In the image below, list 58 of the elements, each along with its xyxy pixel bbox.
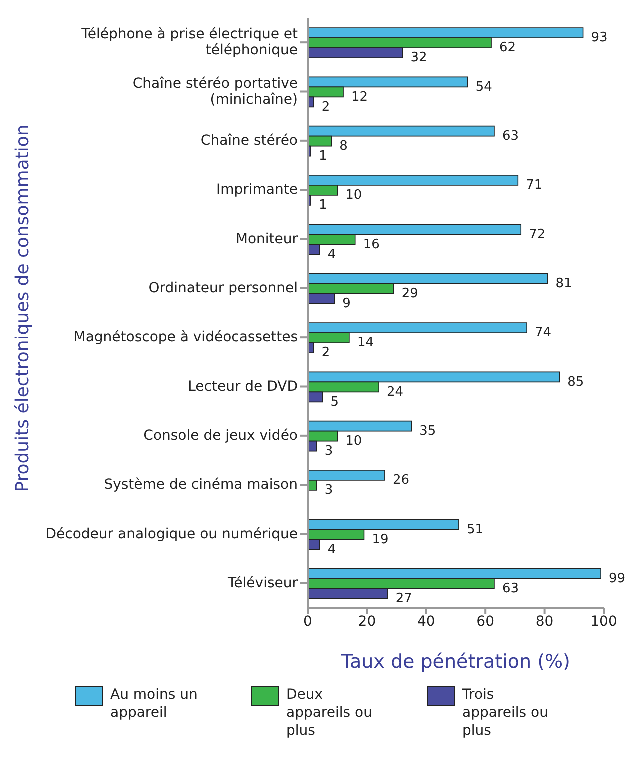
data-label: 16	[363, 237, 380, 252]
y-tick-label: Décodeur analogique ou numérique	[46, 526, 298, 542]
x-tick-label: 60	[476, 614, 495, 630]
data-label: 1	[318, 148, 328, 164]
legend-label: Deux appareils ou plus	[286, 686, 374, 740]
data-label: 2	[322, 100, 330, 115]
y-tick-label: Imprimante	[216, 182, 298, 198]
data-label: 1	[318, 198, 328, 214]
data-label: 27	[396, 591, 412, 606]
y-tick-label: Chaîne stéréo	[200, 132, 298, 149]
data-label: 63	[502, 128, 520, 144]
data-label: 62	[500, 40, 516, 56]
data-label: 24	[387, 384, 404, 400]
data-label: 63	[502, 581, 520, 596]
y-tick-label: Téléviseur	[227, 575, 298, 592]
x-tick-label: 0	[304, 614, 312, 630]
x-tick-label: 20	[358, 614, 376, 630]
data-label: 3	[324, 483, 334, 498]
y-tick-label: Console de jeux vidéo	[144, 428, 298, 444]
y-tick-label: Téléphone à prise électrique et téléphonique	[80, 26, 299, 59]
y-axis-title: Produits électroniques de consommation	[12, 124, 34, 492]
x-axis-title: Taux de pénétration (%)	[340, 651, 570, 673]
y-tick-label: Ordinateur personnel	[148, 280, 298, 296]
legend-label: Trois appareils ou plus	[462, 686, 550, 740]
data-label: 54	[476, 80, 492, 95]
x-tick-label: 100	[590, 614, 618, 630]
data-label: 74	[535, 326, 552, 341]
data-label: 26	[392, 473, 410, 488]
x-tick-label: 40	[417, 614, 436, 630]
y-tick-label: Moniteur	[236, 231, 298, 248]
data-label: 85	[568, 374, 584, 390]
data-label: 9	[342, 296, 351, 312]
data-label: 5	[330, 394, 340, 410]
y-tick-label: Chaîne stéréo portative (minichaîne)	[132, 76, 298, 108]
data-label: 29	[402, 286, 418, 302]
data-label: 3	[324, 444, 334, 459]
data-label: 14	[357, 336, 374, 351]
y-tick-label: Magnétoscope à vidéocassettes	[74, 330, 298, 346]
data-label: 72	[529, 227, 546, 242]
data-label: 8	[340, 138, 348, 154]
data-label: 93	[591, 30, 608, 46]
data-label: 10	[346, 434, 362, 449]
data-label: 51	[466, 522, 484, 538]
y-tick-label: Système de cinéma maison	[104, 477, 298, 494]
y-tick-label: Lecteur de DVD	[188, 378, 298, 395]
data-label: 35	[420, 424, 436, 439]
data-label: 4	[328, 247, 336, 262]
data-label: 10	[346, 188, 362, 204]
data-label: 4	[328, 542, 336, 558]
data-label: 19	[372, 532, 389, 548]
data-label: 99	[609, 571, 626, 586]
data-label: 71	[526, 178, 543, 194]
data-label: 2	[322, 346, 330, 361]
x-tick-label: 80	[536, 614, 554, 630]
data-label: 81	[556, 276, 572, 292]
legend-label: Au moins un appareil	[110, 686, 199, 722]
data-label: 32	[410, 50, 428, 66]
data-label: 12	[352, 90, 368, 105]
